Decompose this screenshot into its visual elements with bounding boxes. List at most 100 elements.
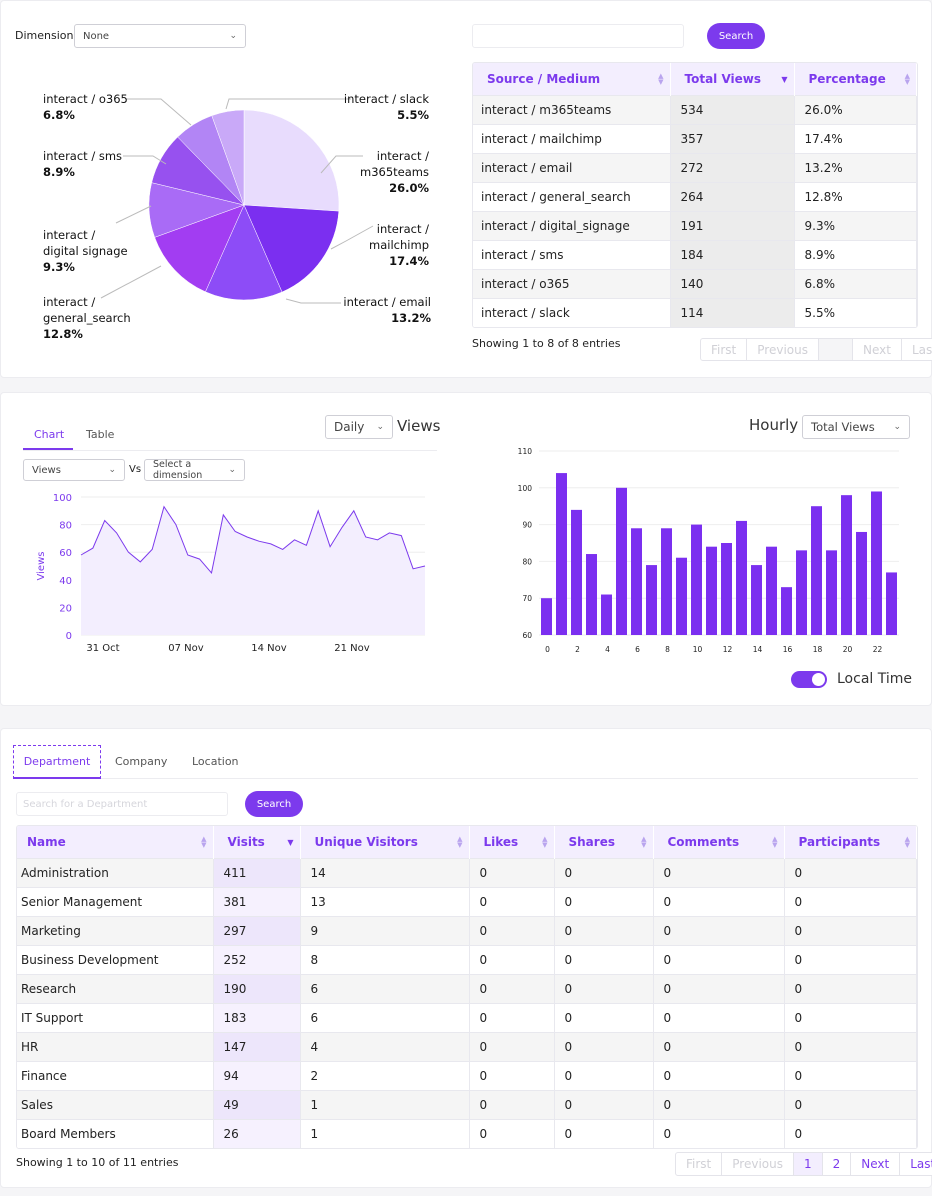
- table-cell: 0: [469, 944, 555, 974]
- table-cell: 4: [300, 1031, 470, 1061]
- pager-page-2[interactable]: 2: [823, 1153, 852, 1175]
- x-tick-label: 0: [545, 645, 550, 654]
- table-cell: 0: [653, 1089, 785, 1119]
- pie-label-sms: interact / sms 8.9%: [43, 149, 123, 179]
- tab-location[interactable]: Location: [192, 755, 239, 768]
- pager-first[interactable]: First: [701, 339, 748, 360]
- pager-last[interactable]: Last: [911, 342, 932, 357]
- metric-select[interactable]: Views ⌄: [23, 459, 125, 481]
- tab-table[interactable]: Table: [86, 428, 115, 441]
- chevron-down-icon: ⌄: [376, 422, 384, 432]
- table-cell: 0: [784, 1060, 917, 1090]
- table-cell: 0: [653, 857, 785, 887]
- department-search-input[interactable]: Search for a Department: [16, 792, 228, 816]
- x-tick-label: 31 Oct: [86, 643, 119, 654]
- pie-leader-line: [123, 155, 167, 165]
- table-row: interact / slack 114 5.5%: [473, 297, 917, 327]
- sort-icon: ▲ ▼: [658, 72, 664, 86]
- pager-first[interactable]: First: [676, 1153, 723, 1175]
- table-cell: 272: [670, 152, 795, 182]
- sort-icon: ▲ ▼: [641, 835, 647, 849]
- area-fill: [81, 506, 425, 635]
- pie-leader-line: [225, 98, 351, 110]
- table-cell: 17.4%: [794, 123, 917, 153]
- table-cell: 0: [784, 886, 917, 916]
- table-cell: 297: [213, 915, 301, 945]
- table-cell: Finance: [17, 1060, 214, 1090]
- pager-page[interactable]: [818, 339, 853, 360]
- x-tick-label: 2: [575, 645, 580, 654]
- table-cell: 0: [784, 1002, 917, 1032]
- table-row: interact / general_search 264 12.8%: [473, 181, 917, 211]
- pie-leader-line: [320, 155, 363, 174]
- dimension-compare-select[interactable]: Select a dimension ⌄: [144, 459, 245, 481]
- col-header-participants[interactable]: Participants ▲ ▼: [784, 826, 917, 858]
- local-time-label: Local Time: [837, 671, 912, 687]
- col-header-percentage[interactable]: Percentage ▲ ▼: [794, 63, 917, 95]
- table-cell: Sales: [17, 1089, 214, 1119]
- table-cell: 0: [469, 857, 555, 887]
- x-tick-label: 6: [635, 645, 640, 654]
- col-header-total-views[interactable]: Total Views ▼: [670, 63, 795, 95]
- col-header-unique-visitors[interactable]: Unique Visitors ▲ ▼: [300, 826, 470, 858]
- table-cell: 0: [554, 1060, 654, 1090]
- table-row: interact / m365teams 534 26.0%: [473, 94, 917, 124]
- pie-label-slack: interact / slack 5.5%: [343, 92, 429, 122]
- pager-next[interactable]: Next: [853, 339, 902, 360]
- pie-leader-line: [126, 98, 192, 126]
- bar: [721, 543, 732, 635]
- bar: [736, 520, 747, 635]
- table-cell: 0: [653, 973, 785, 1003]
- period-select[interactable]: Daily ⌄: [325, 415, 393, 439]
- col-header-shares[interactable]: Shares ▲ ▼: [554, 826, 654, 858]
- table-cell: 0: [653, 886, 785, 916]
- pager-previous[interactable]: Previous: [722, 1153, 794, 1175]
- table-cell: interact / o365: [473, 268, 671, 298]
- table-cell: 0: [554, 915, 654, 945]
- table-cell: 13: [300, 886, 470, 916]
- pager-previous[interactable]: Previous: [747, 339, 819, 360]
- table-cell: 0: [784, 973, 917, 1003]
- table-cell: 0: [469, 1031, 555, 1061]
- chevron-down-icon: ⌄: [228, 465, 236, 475]
- x-tick-label: 22: [873, 645, 883, 654]
- hourly-metric-select[interactable]: Total Views ⌄: [802, 415, 910, 439]
- pager-page-1[interactable]: 1: [793, 1153, 823, 1175]
- col-header-visits[interactable]: Visits ▼: [213, 826, 301, 858]
- table-cell: 0: [653, 944, 785, 974]
- table-cell: 0: [784, 915, 917, 945]
- department-search-button[interactable]: Search: [245, 791, 303, 817]
- table-cell: Marketing: [17, 915, 214, 945]
- source-search-input[interactable]: [472, 24, 684, 48]
- y-tick-label: 0: [66, 631, 72, 642]
- source-search-button[interactable]: Search: [707, 23, 765, 49]
- table-row: Board Members 26 1 0 0 0 0: [17, 1118, 917, 1148]
- bar: [826, 550, 837, 635]
- series-line: [80, 505, 426, 574]
- local-time-toggle[interactable]: [791, 671, 827, 688]
- bar: [586, 554, 597, 635]
- col-header-name[interactable]: Name ▲ ▼: [17, 826, 214, 858]
- pager-last[interactable]: Last: [910, 1157, 932, 1171]
- table-cell: 14: [300, 857, 470, 887]
- tab-company[interactable]: Company: [115, 755, 168, 768]
- tab-department[interactable]: Department: [13, 745, 101, 779]
- col-header-likes[interactable]: Likes ▲ ▼: [469, 826, 555, 858]
- tab-chart[interactable]: Chart: [34, 428, 65, 441]
- chevron-down-icon: ⌄: [108, 465, 116, 475]
- table-cell: 0: [784, 1118, 917, 1148]
- table-cell: IT Support: [17, 1002, 214, 1032]
- table-cell: Senior Management: [17, 886, 214, 916]
- col-header-source[interactable]: Source / Medium ▲ ▼: [473, 63, 671, 95]
- table-cell: interact / mailchimp: [473, 123, 671, 153]
- dimension-select[interactable]: None ⌄: [74, 24, 246, 48]
- sort-icon: ▲ ▼: [457, 835, 463, 849]
- period-value: Daily: [334, 420, 365, 434]
- table-cell: 13.2%: [794, 152, 917, 182]
- col-header-comments[interactable]: Comments ▲ ▼: [653, 826, 785, 858]
- pager-next[interactable]: Next: [851, 1153, 901, 1175]
- sort-desc-icon: ▼: [781, 75, 788, 84]
- table-cell: 6: [300, 973, 470, 1003]
- table-cell: 264: [670, 181, 795, 211]
- toggle-knob: [812, 673, 825, 686]
